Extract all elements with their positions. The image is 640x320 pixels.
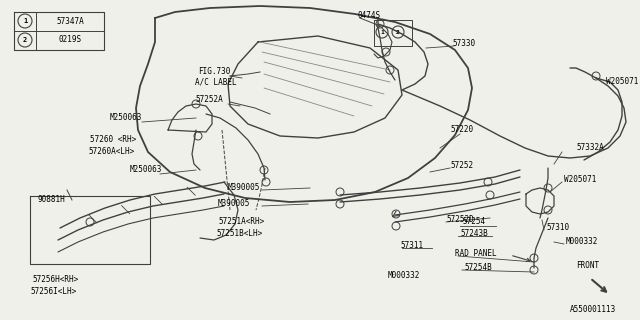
Text: 2: 2	[23, 37, 27, 43]
Text: M000332: M000332	[566, 237, 598, 246]
Text: M390005: M390005	[218, 199, 250, 209]
Text: 57256I<LH>: 57256I<LH>	[30, 287, 76, 297]
Text: M250063: M250063	[130, 165, 163, 174]
Text: A/C LABEL: A/C LABEL	[195, 77, 237, 86]
Text: 90881H: 90881H	[38, 196, 66, 204]
Text: 57330: 57330	[452, 39, 475, 49]
Text: 57332A: 57332A	[576, 143, 604, 153]
Text: M390005: M390005	[228, 183, 260, 193]
Text: 57252: 57252	[450, 161, 473, 170]
Text: 57254B: 57254B	[464, 263, 492, 273]
Text: 57311: 57311	[400, 242, 423, 251]
Text: 57252D: 57252D	[446, 215, 474, 225]
Text: A550001113: A550001113	[570, 306, 616, 315]
Text: 1: 1	[380, 29, 384, 35]
Text: 2: 2	[396, 29, 400, 35]
Text: 57252A: 57252A	[195, 95, 223, 105]
Text: W205071: W205071	[606, 77, 638, 86]
Text: 57310: 57310	[546, 223, 569, 233]
Text: M000332: M000332	[388, 270, 420, 279]
Text: M250063: M250063	[110, 114, 142, 123]
Text: 57251B<LH>: 57251B<LH>	[216, 229, 262, 238]
Text: 57243B: 57243B	[460, 229, 488, 238]
Text: W205071: W205071	[564, 175, 596, 185]
Text: 57260A<LH>: 57260A<LH>	[88, 148, 134, 156]
Text: 57347A: 57347A	[56, 17, 84, 26]
Text: FIG.730: FIG.730	[198, 68, 230, 76]
Text: 57260 <RH>: 57260 <RH>	[90, 135, 136, 145]
Text: 0219S: 0219S	[58, 36, 81, 44]
Text: 57256H<RH>: 57256H<RH>	[32, 276, 78, 284]
Text: 57220: 57220	[450, 125, 473, 134]
Text: RAD PANEL: RAD PANEL	[455, 250, 497, 259]
Text: 57251A<RH>: 57251A<RH>	[218, 218, 264, 227]
Text: 57254: 57254	[462, 218, 485, 227]
Text: 0474S: 0474S	[358, 12, 381, 20]
Text: FRONT: FRONT	[576, 260, 599, 269]
Text: 1: 1	[23, 18, 27, 24]
